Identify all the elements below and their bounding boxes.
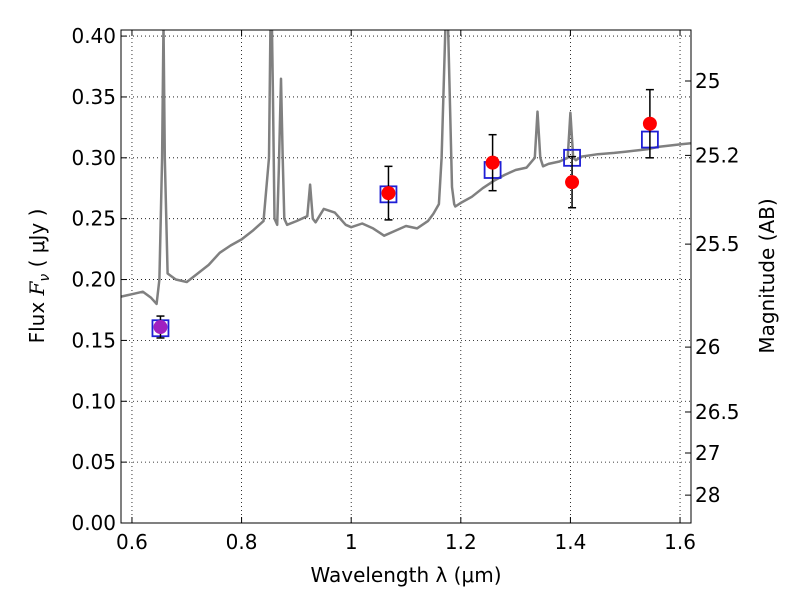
grid-lines (121, 30, 691, 523)
y-tick-label: 0.20 (71, 268, 116, 292)
y2-tick-label: 27 (695, 441, 720, 465)
y2-tick-label: 28 (695, 483, 720, 507)
observed-photometry-point (565, 175, 580, 190)
y-axis-label-suffix: ( μJy ) (25, 209, 49, 274)
plot-frame (120, 29, 692, 524)
observed-photometry-point (153, 320, 168, 335)
observed-photometry-point (642, 116, 657, 131)
y-tick-label: 0.15 (71, 328, 116, 352)
observed-photometry-layer (153, 116, 657, 335)
y2-tick-label: 25.5 (695, 232, 740, 256)
y-axis-label-subscript: ν (37, 274, 53, 282)
y-tick-label: 0.10 (71, 389, 116, 413)
observed-photometry-point (381, 186, 396, 201)
observed-photometry-point (485, 155, 500, 170)
y-tick-label: 0.00 (71, 511, 116, 535)
y-tick-labels: 0.00 0.05 0.10 0.15 0.20 0.25 0.30 0.35 0.40 (71, 24, 116, 535)
y2-tick-label: 26.5 (695, 400, 740, 424)
axis-ticks (121, 30, 691, 524)
x-tick-label: 1.4 (555, 530, 587, 554)
y-tick-label: 0.25 (71, 207, 116, 231)
y-tick-label: 0.05 (71, 450, 116, 474)
y-axis-label-symbol: F (25, 280, 49, 296)
y2-tick-labels: 25 25.2 25.5 26 26.5 27 28 (695, 69, 740, 507)
y2-axis-label: Magnitude (AB) (755, 198, 779, 353)
x-tick-label: 1.6 (664, 530, 696, 554)
x-tick-label: 0.8 (226, 530, 258, 554)
x-tick-label: 0.6 (116, 530, 148, 554)
y-tick-label: 0.35 (71, 85, 116, 109)
y-axis-label-prefix: Flux (25, 295, 49, 343)
x-tick-label: 1.2 (445, 530, 477, 554)
x-tick-label: 1 (345, 530, 358, 554)
y2-tick-label: 25.2 (695, 143, 740, 167)
y2-tick-label: 25 (695, 69, 720, 93)
x-tick-labels: 0.6 0.8 1 1.2 1.4 1.6 (116, 530, 696, 554)
y-axis-label: Flux Fν ( μJy ) (25, 209, 53, 344)
y-tick-label: 0.40 (71, 24, 116, 48)
x-axis-label: Wavelength λ (μm) (310, 563, 501, 587)
plot-area (121, 30, 691, 523)
y2-tick-label: 26 (695, 335, 720, 359)
y-tick-label: 0.30 (71, 146, 116, 170)
